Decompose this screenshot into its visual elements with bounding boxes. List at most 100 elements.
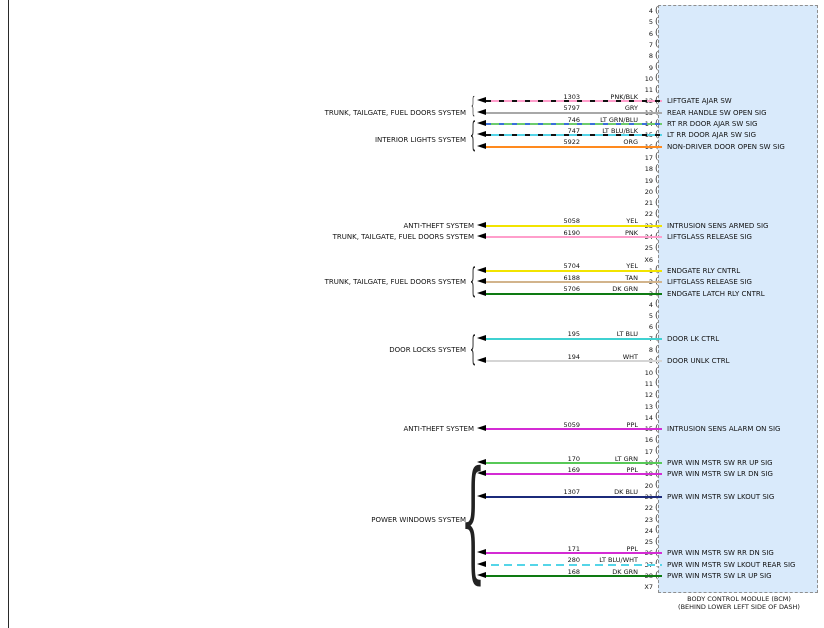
wire-line (486, 292, 662, 295)
wire-circuit-number: 5922 (563, 138, 580, 147)
wire-line (486, 123, 662, 125)
bcm-caption-line2: (BEHIND LOWER LEFT SIDE OF DASH) (678, 603, 800, 611)
wire-color-code: LT GRN/BLU (600, 115, 638, 124)
wire-line (486, 236, 662, 238)
terminal-icon: ( (655, 536, 659, 547)
system-label: TRUNK, TAILGATE, FUEL DOORS SYSTEM (324, 108, 466, 117)
terminal-icon: ( (655, 389, 659, 400)
system-label: DOOR LOCKS SYSTEM (389, 346, 466, 354)
system-label: TRUNK, TAILGATE, FUEL DOORS SYSTEM (324, 278, 466, 287)
wire-arrowhead-icon (477, 289, 486, 296)
wire-arrowhead-icon (477, 97, 486, 104)
terminal-icon: ( (655, 152, 659, 163)
signal-label: NON-DRIVER DOOR OPEN SW SIG (667, 142, 785, 151)
pin-number: 6 (648, 29, 653, 38)
wire-color-code: DK BLU (614, 488, 638, 497)
wire-line (486, 111, 662, 114)
wire-circuit-number: 171 (567, 544, 580, 553)
wire-arrowhead-icon (477, 142, 486, 149)
wire-color-code: TAN (625, 273, 638, 282)
pin-number: 9 (648, 63, 653, 72)
wire-line (486, 563, 662, 566)
wire-arrowhead-icon (477, 459, 486, 465)
wire-circuit-number: 1303 (563, 92, 580, 101)
signal-label: PWR WIN MSTR SW RR DN SIG (667, 549, 774, 558)
pin-number: 22 (644, 210, 653, 219)
wire-circuit-number: 5706 (563, 285, 580, 293)
signal-label: PWR WIN MSTR SW LKOUT SIG (667, 492, 775, 501)
system-label: ANTI-THEFT SYSTEM (403, 221, 474, 230)
wire-color-code: PPL (626, 544, 638, 553)
wire-line (486, 224, 662, 227)
wire-circuit-number: 169 (567, 465, 580, 474)
terminal-icon: ( (655, 412, 659, 423)
wire-arrowhead-icon (477, 572, 486, 578)
connector-label: X6 (644, 255, 653, 264)
wire-arrowhead-icon (477, 357, 486, 364)
wire-line (486, 428, 662, 431)
terminal-icon: ( (655, 186, 659, 197)
terminal-icon: ( (655, 525, 659, 536)
terminal-icon: ( (655, 39, 659, 50)
wire-line (486, 281, 662, 284)
bcm-module-box (658, 5, 818, 593)
signal-label: LT RR DOOR AJAR SW SIG (667, 131, 757, 140)
signal-label: PWR WIN MSTR SW RR UP SIG (667, 459, 773, 467)
pin-number: 20 (644, 187, 653, 196)
signal-label: PWR WIN MSTR SW LR DN SIG (667, 470, 773, 479)
terminal-icon: ( (655, 480, 659, 491)
terminal-icon: ( (655, 310, 659, 321)
pin-number: 16 (644, 436, 653, 445)
wire-line (486, 473, 662, 476)
terminal-icon: ( (655, 299, 659, 310)
pin-number: 17 (644, 153, 653, 162)
wire-circuit-number: 746 (567, 115, 580, 124)
terminal-icon: ( (655, 401, 659, 411)
wire-line (486, 360, 662, 363)
wire-arrowhead-icon (477, 131, 486, 138)
terminal-icon: ( (655, 197, 659, 208)
pin-number: 8 (648, 52, 653, 61)
terminal-icon: ( (655, 321, 659, 332)
wire-color-code: PNK (624, 228, 638, 237)
wire-arrowhead-icon (477, 425, 486, 432)
pin-number: 25 (644, 538, 653, 547)
system-brace-icon: { (469, 329, 477, 370)
signal-label: INTRUSION SENS ARMED SIG (667, 221, 769, 230)
system-label: INTERIOR LIGHTS SYSTEM (374, 135, 466, 144)
system-brace-icon: { (469, 114, 477, 155)
terminal-icon: ( (655, 434, 659, 445)
pin-number: 4 (648, 300, 653, 309)
wire-line (486, 575, 662, 577)
pin-number: 11 (644, 86, 653, 95)
pin-number: 23 (644, 515, 653, 524)
system-brace-icon: { (460, 442, 486, 597)
wire-circuit-number: 5704 (563, 262, 580, 271)
wire-circuit-number: 747 (567, 126, 580, 135)
pin-number: 6 (648, 323, 653, 332)
wire-color-code: DK GRN (612, 567, 638, 576)
wire-color-code: LT BLU/BLK (602, 126, 638, 135)
signal-label: PWR WIN MSTR SW LR UP SIG (667, 572, 772, 580)
wire-line (486, 134, 662, 137)
pin-number: 11 (644, 379, 653, 388)
wire-color-code: LT BLU/WHT (599, 556, 638, 565)
wire-line (486, 269, 662, 272)
signal-label: REAR HANDLE SW OPEN SIG (667, 108, 767, 117)
pin-number: 5 (648, 18, 653, 27)
wire-arrowhead-icon (477, 266, 486, 273)
signal-label: PWR WIN MSTR SW LKOUT REAR SIG (667, 560, 796, 569)
wire-line (486, 495, 662, 498)
pin-number: 12 (644, 391, 653, 400)
wire-circuit-number: 170 (567, 454, 580, 463)
terminal-icon: ( (655, 378, 659, 389)
wire-color-code: PNK/BLK (610, 92, 638, 101)
signal-label: LIFTGLASS RELEASE SIG (667, 278, 752, 287)
wire-color-code: DK GRN (612, 285, 638, 293)
wire-color-code: WHT (622, 352, 638, 361)
wire-circuit-number: 6190 (563, 228, 580, 237)
wire-circuit-number: 168 (567, 567, 580, 576)
terminal-icon: ( (655, 62, 659, 72)
terminal-icon: ( (655, 5, 659, 16)
